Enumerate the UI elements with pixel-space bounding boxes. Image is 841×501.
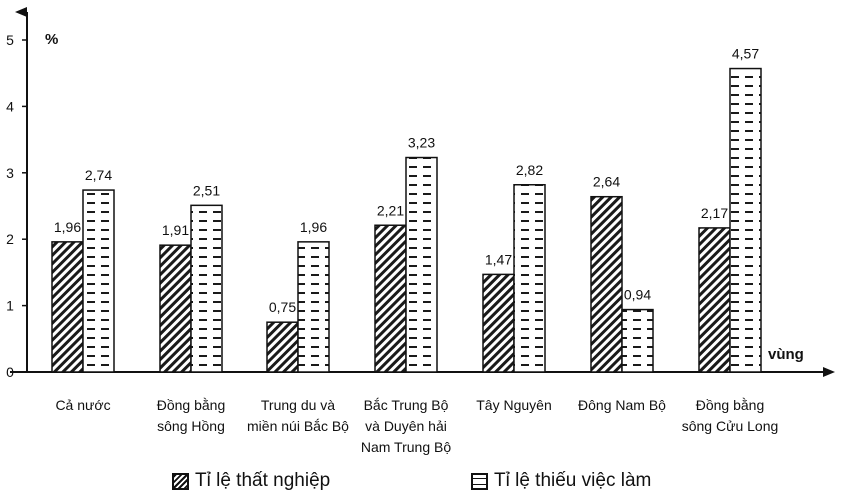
data-label: 2,82	[516, 162, 543, 178]
data-label: 4,57	[732, 46, 759, 62]
y-tick-label: 4	[6, 98, 14, 114]
legend-swatch-hatched	[172, 472, 189, 490]
bar-underemployment	[405, 156, 438, 373]
legend: Tỉ lệ thất nghiệp Tỉ lệ thiếu việc làm	[0, 470, 841, 498]
category-label: Trung du và miền núi Bắc Bộ	[247, 397, 349, 434]
y-tick-label: 2	[6, 231, 14, 247]
category-label: Bắc Trung Bộ và Duyên hải Nam Trung Bộ	[361, 397, 451, 455]
data-label: 1,96	[54, 219, 81, 235]
category-label: Cả nước	[55, 397, 110, 413]
legend-swatch-dashed	[471, 472, 488, 490]
bar-underemployment	[297, 241, 330, 373]
bar-unemployment	[374, 224, 407, 373]
data-label: 1,96	[300, 219, 327, 235]
category-label: Tây Nguyên	[476, 397, 551, 413]
data-label: 1,91	[162, 222, 189, 238]
data-label: 2,64	[593, 174, 620, 190]
category-label: Đông Nam Bộ	[578, 397, 666, 413]
legend-item-unemployment: Tỉ lệ thất nghiệp	[172, 470, 330, 492]
x-axis-arrow	[823, 367, 835, 377]
category-label: Đồng bằng sông Cửu Long	[682, 397, 779, 434]
data-label: 0,75	[269, 299, 296, 315]
data-label: 2,74	[85, 167, 112, 183]
legend-item-underemployment: Tỉ lệ thiếu việc làm	[471, 470, 651, 492]
bar-unemployment	[590, 195, 623, 373]
bar-underemployment	[621, 308, 654, 373]
data-label: 2,51	[193, 182, 220, 198]
y-axis-title: %	[45, 31, 58, 48]
data-label: 2,21	[377, 202, 404, 218]
bar-unemployment	[159, 244, 192, 373]
data-label: 0,94	[624, 287, 651, 303]
bar-chart: 0 1 2 3 4 5 1,96 1,91 0,75 2,21 1,47 2,64 2,17 2,74 2,…	[6, 7, 835, 455]
y-tick-label: 0	[6, 364, 14, 380]
bar-unemployment	[482, 273, 515, 373]
bar-underemployment	[729, 67, 762, 373]
legend-label-unemployment: Tỉ lệ thất nghiệp	[195, 470, 331, 491]
legend-label-underemployment: Tỉ lệ thiếu việc làm	[494, 470, 652, 491]
y-tick-label: 3	[6, 165, 14, 181]
bar-underemployment	[513, 184, 546, 373]
y-tick-label: 5	[6, 32, 14, 48]
data-label: 2,17	[701, 205, 728, 221]
bar-unemployment	[698, 227, 731, 373]
bar-underemployment	[190, 204, 223, 373]
bar-unemployment	[266, 321, 299, 373]
y-tick-label: 1	[6, 298, 14, 314]
x-axis-title: vùng	[768, 346, 804, 363]
data-label: 1,47	[485, 251, 512, 267]
bar-underemployment	[82, 189, 115, 373]
data-label: 3,23	[408, 135, 435, 151]
bar-unemployment	[51, 241, 84, 373]
category-label: Đồng bằng sông Hồng	[157, 397, 226, 434]
plot-area: 0 1 2 3 4 5 1,96 1,91 0,75 2,21 1,47 2,64 2,17 2,74 2,…	[6, 7, 835, 455]
